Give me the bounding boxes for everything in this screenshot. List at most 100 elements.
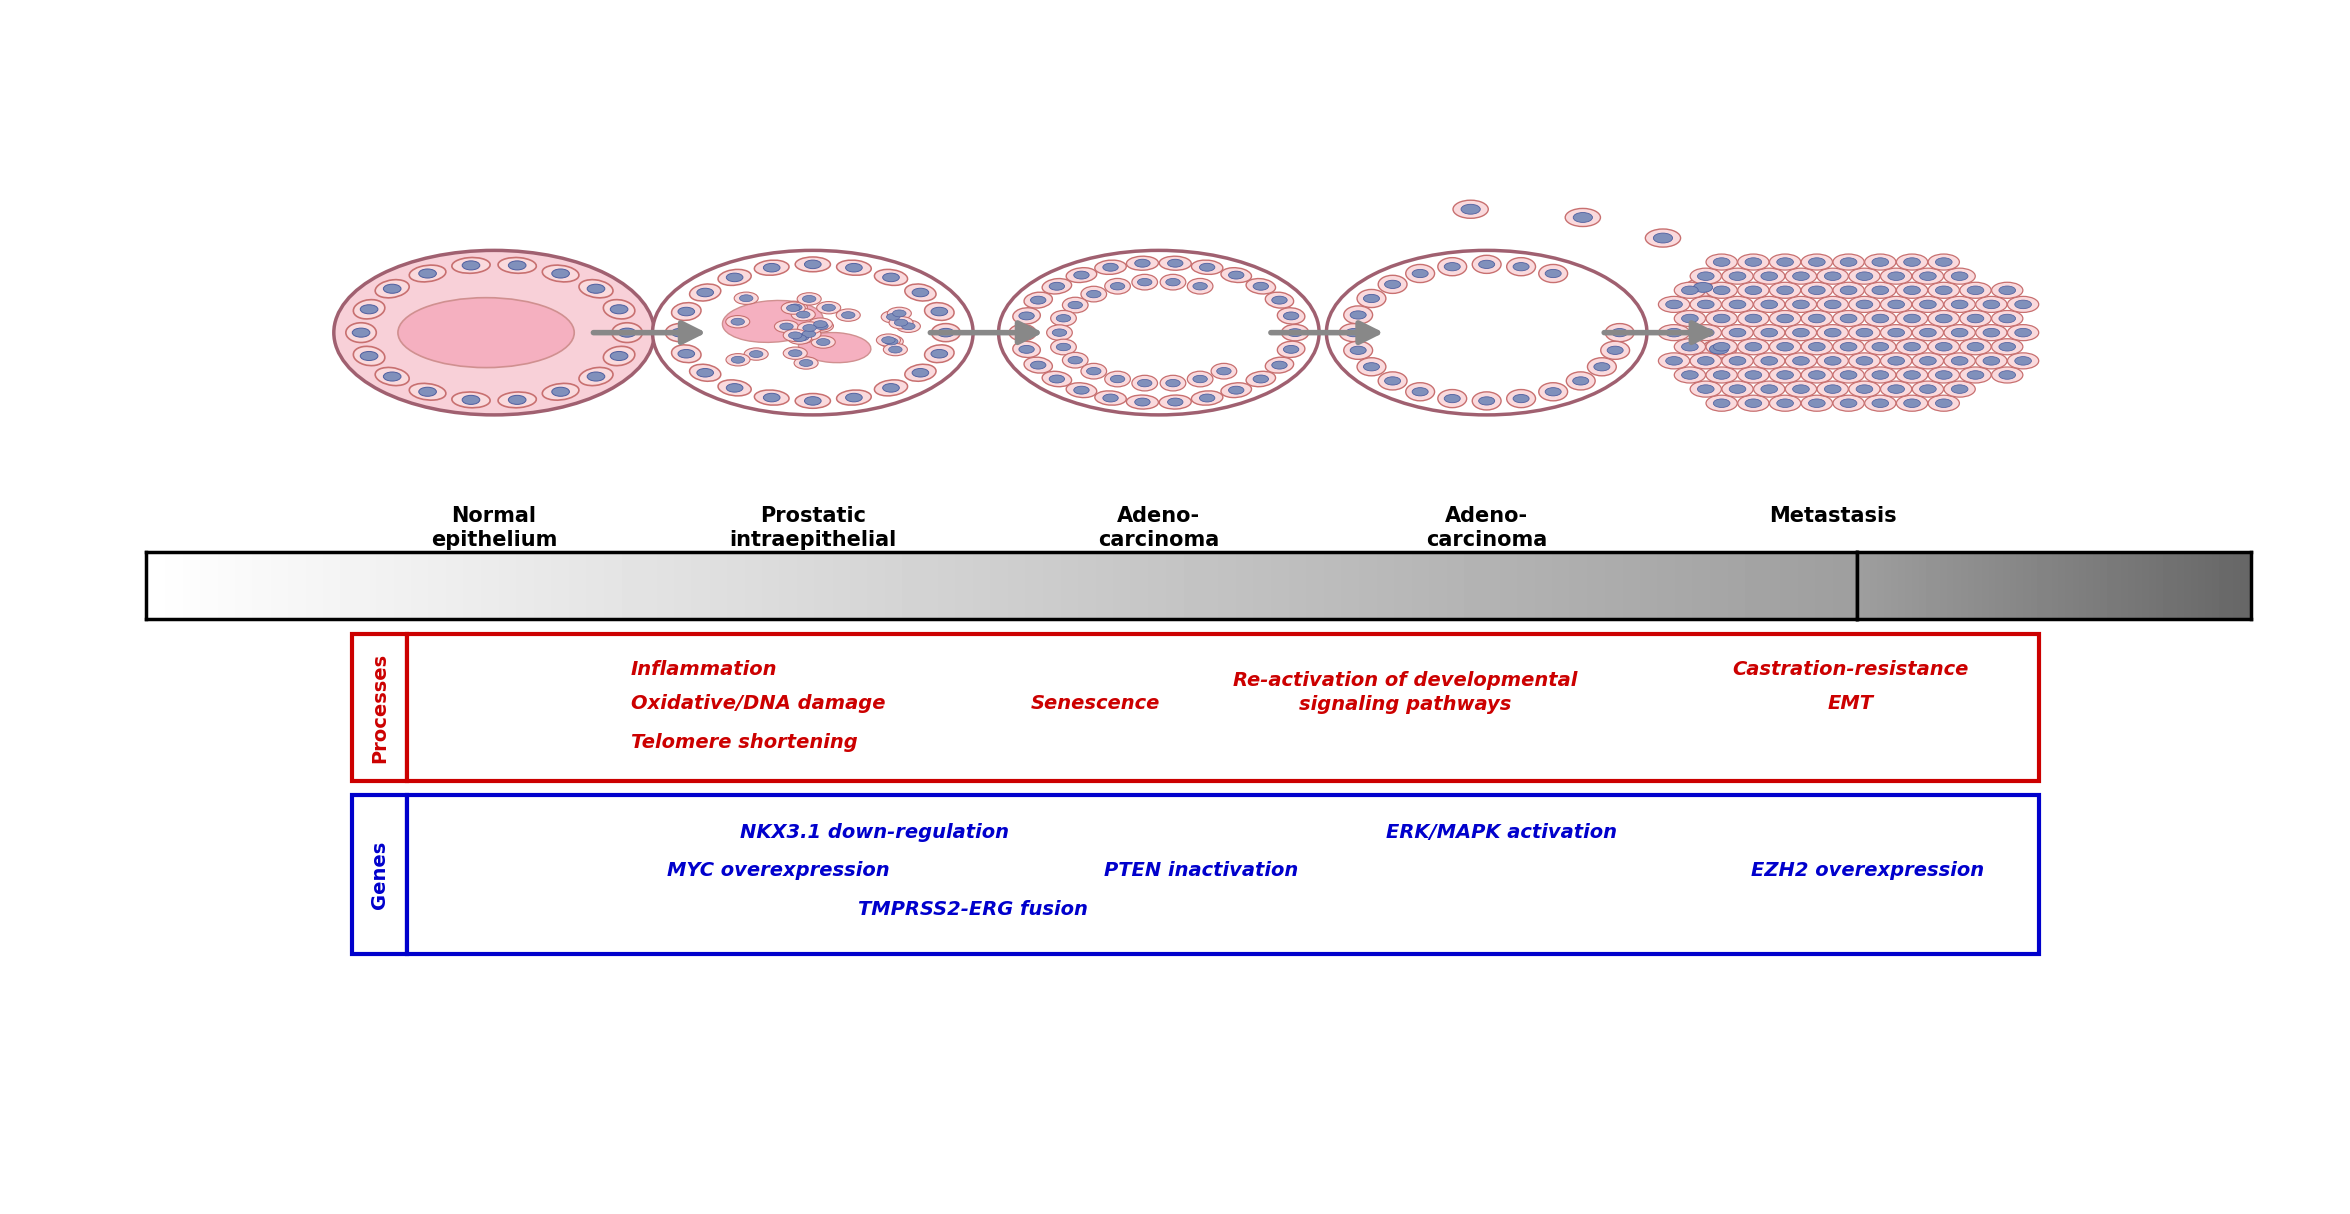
Ellipse shape <box>1800 367 1833 382</box>
Circle shape <box>1086 290 1102 297</box>
Circle shape <box>1032 296 1046 304</box>
Ellipse shape <box>1990 367 2023 382</box>
Ellipse shape <box>837 390 872 405</box>
Ellipse shape <box>1067 382 1097 398</box>
Circle shape <box>1777 399 1793 408</box>
Circle shape <box>893 310 907 317</box>
Ellipse shape <box>409 265 446 282</box>
Circle shape <box>1666 300 1683 308</box>
Ellipse shape <box>1800 283 1833 299</box>
Ellipse shape <box>689 284 721 301</box>
Ellipse shape <box>1896 254 1927 270</box>
Circle shape <box>1856 272 1873 280</box>
Circle shape <box>1793 300 1810 308</box>
Text: Initiation: Initiation <box>623 583 766 611</box>
Circle shape <box>1478 260 1495 268</box>
Ellipse shape <box>1737 311 1770 327</box>
Ellipse shape <box>745 348 768 361</box>
Ellipse shape <box>1960 367 1990 382</box>
Circle shape <box>1810 399 1826 408</box>
Ellipse shape <box>1864 339 1896 354</box>
Ellipse shape <box>808 318 832 330</box>
Circle shape <box>799 359 813 367</box>
Text: NKX3.1 down-regulation: NKX3.1 down-regulation <box>740 823 1008 843</box>
FancyBboxPatch shape <box>352 795 407 954</box>
Circle shape <box>1746 399 1762 408</box>
Ellipse shape <box>352 346 385 365</box>
Ellipse shape <box>1673 339 1706 354</box>
Ellipse shape <box>783 329 808 341</box>
Ellipse shape <box>1817 296 1849 312</box>
Circle shape <box>1109 375 1126 382</box>
Circle shape <box>1840 342 1857 351</box>
Circle shape <box>1810 342 1826 351</box>
Circle shape <box>653 250 973 415</box>
Text: Normal
epithelium: Normal epithelium <box>430 505 557 550</box>
Circle shape <box>726 273 743 282</box>
Ellipse shape <box>1896 339 1927 354</box>
Circle shape <box>611 305 627 313</box>
Ellipse shape <box>1833 367 1864 382</box>
Text: Prostatic
intraepithelial
neoplasia (PIN): Prostatic intraepithelial neoplasia (PIN… <box>724 505 902 575</box>
Ellipse shape <box>1737 396 1770 412</box>
Circle shape <box>1920 357 1936 365</box>
Circle shape <box>1840 257 1857 266</box>
Ellipse shape <box>719 380 752 396</box>
Ellipse shape <box>888 307 912 319</box>
Circle shape <box>1777 370 1793 379</box>
Circle shape <box>2014 357 2030 365</box>
Circle shape <box>1513 262 1530 271</box>
Circle shape <box>884 384 900 392</box>
Ellipse shape <box>797 293 820 305</box>
Ellipse shape <box>1706 367 1737 382</box>
Circle shape <box>1445 262 1459 271</box>
Ellipse shape <box>1786 296 1817 312</box>
Ellipse shape <box>905 284 935 301</box>
Ellipse shape <box>1737 254 1770 270</box>
Circle shape <box>1713 370 1730 379</box>
Circle shape <box>1055 314 1072 322</box>
Circle shape <box>1032 362 1046 369</box>
Circle shape <box>1593 363 1610 371</box>
Ellipse shape <box>1927 339 1960 354</box>
Circle shape <box>902 323 914 330</box>
Circle shape <box>1067 357 1083 364</box>
Circle shape <box>2000 370 2016 379</box>
Circle shape <box>1746 287 1762 295</box>
Circle shape <box>1697 385 1713 393</box>
Circle shape <box>1760 272 1777 280</box>
Circle shape <box>1067 301 1083 308</box>
Ellipse shape <box>1589 358 1617 376</box>
Circle shape <box>1713 314 1730 323</box>
Ellipse shape <box>2007 324 2040 341</box>
Circle shape <box>1983 357 2000 365</box>
FancyBboxPatch shape <box>352 634 407 782</box>
Circle shape <box>1824 272 1840 280</box>
Ellipse shape <box>1062 297 1088 313</box>
Ellipse shape <box>1896 396 1927 412</box>
Ellipse shape <box>1943 353 1976 369</box>
Circle shape <box>884 273 900 282</box>
Ellipse shape <box>1438 390 1466 408</box>
Circle shape <box>1109 283 1126 290</box>
Ellipse shape <box>884 344 907 356</box>
Ellipse shape <box>1539 265 1567 283</box>
Ellipse shape <box>409 384 446 401</box>
Ellipse shape <box>1405 382 1434 401</box>
Text: Progression: Progression <box>1156 583 1344 611</box>
Circle shape <box>1325 250 1647 415</box>
Circle shape <box>383 284 402 294</box>
Ellipse shape <box>1264 293 1293 308</box>
Ellipse shape <box>1817 324 1849 341</box>
Ellipse shape <box>1041 371 1072 387</box>
Ellipse shape <box>1673 283 1706 299</box>
Circle shape <box>677 350 696 358</box>
Ellipse shape <box>1960 311 1990 327</box>
Circle shape <box>677 307 696 316</box>
Ellipse shape <box>1770 396 1800 412</box>
Circle shape <box>1824 357 1840 365</box>
Circle shape <box>1777 287 1793 295</box>
Circle shape <box>1137 278 1151 285</box>
Ellipse shape <box>397 297 573 368</box>
Circle shape <box>1694 283 1713 293</box>
